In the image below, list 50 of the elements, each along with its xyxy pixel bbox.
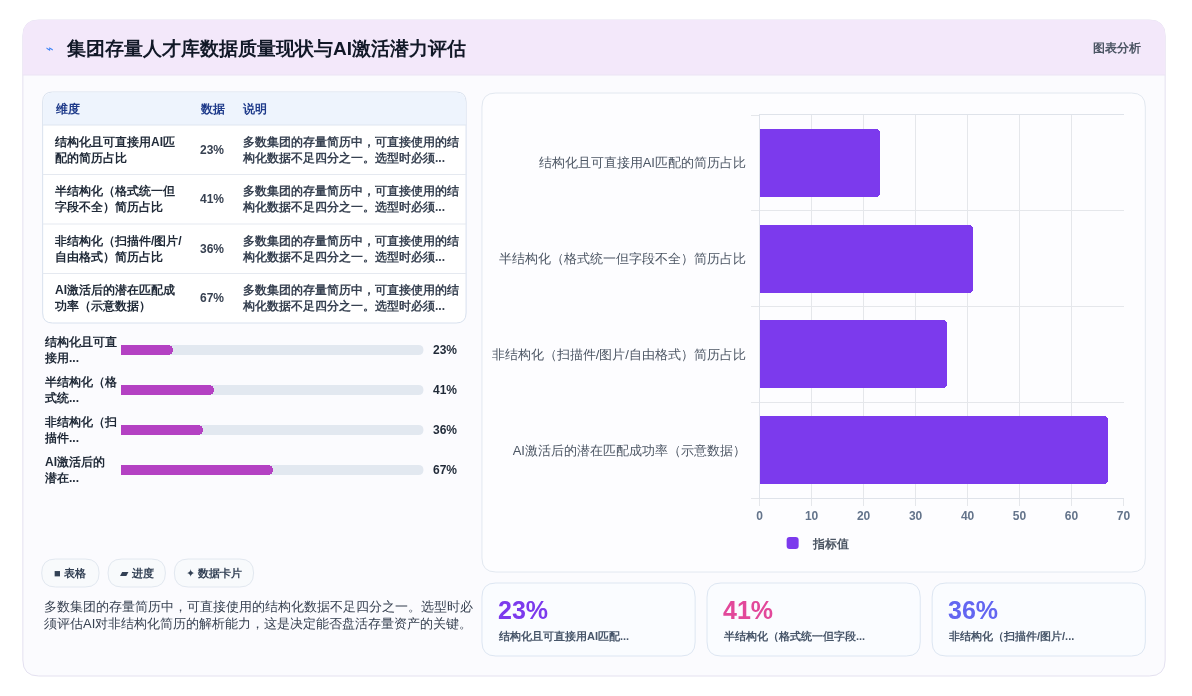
data-label: 23%	[433, 343, 458, 357]
text: 多数集团的存量简历中，可直接使用的结构化数据不足四分之一。选型时必须...	[242, 283, 459, 313]
data-label: 67%	[433, 463, 458, 477]
text: ▰ 进度	[120, 567, 154, 579]
x-tick-label: 10	[804, 509, 819, 524]
x-tick-label: 40	[960, 509, 975, 524]
x-tick-label: 20	[856, 509, 871, 524]
text: 多数集团的存量简历中，可直接使用的结构化数据不足四分之一。选型时必须...	[242, 135, 459, 165]
text: 41%	[200, 192, 225, 206]
text: 23%	[200, 143, 225, 157]
text: 数据	[200, 102, 225, 116]
y-tick-label: 结构化且可直接用AI匹配的简历占比	[538, 155, 746, 171]
category-label: 非结构化（扫描件/图片/...	[948, 630, 1075, 643]
y-tick-label: AI激活后的潜在...	[44, 455, 105, 485]
text: 集团存量人才库数据质量现状与AI激活潜力评估	[66, 38, 466, 59]
y-tick-label: 半结构化（格式统...	[44, 375, 118, 405]
bar	[121, 345, 173, 355]
bar	[759, 320, 947, 388]
text: ✦ 数据卡片	[186, 567, 243, 579]
text: 41%	[723, 596, 774, 624]
text: 36%	[200, 242, 225, 256]
y-tick-label: AI激活后的潜在匹配成功率（示意数据）	[512, 442, 746, 458]
text: 图表分析	[1093, 41, 1141, 55]
bar	[759, 129, 880, 197]
text: 36%	[948, 596, 999, 624]
category-label: 半结构化（格式统一但字段...	[723, 630, 866, 643]
y-tick-label: 非结构化（扫描件/图片/自由格式）简历占比	[491, 346, 746, 362]
x-tick-label: 50	[1012, 509, 1027, 524]
text: ⌁	[46, 41, 54, 56]
category-label: 结构化且可直接用AI匹配...	[498, 630, 630, 642]
legend-label: 指标值	[811, 536, 849, 551]
x-tick-label: 70	[1116, 509, 1131, 524]
x-tick-label: 0	[756, 509, 764, 524]
data-label: 41%	[433, 383, 458, 397]
text: 23%	[498, 596, 549, 624]
x-tick-label: 60	[1064, 509, 1079, 524]
text: ■ 表格	[54, 567, 87, 579]
text: 多数集团的存量简历中，可直接使用的结构化数据不足四分之一。选型时必须评估AI对非结构化简历的解析能力，这是决定能否盘活存量资产的关键。	[44, 599, 473, 631]
text: 多数集团的存量简历中，可直接使用的结构化数据不足四分之一。选型时必须...	[242, 184, 459, 214]
text: 67%	[200, 291, 225, 305]
data-label: 36%	[433, 423, 458, 437]
y-tick-label: 半结构化（格式统一但字段不全）简历占比	[499, 251, 746, 267]
text: 维度	[55, 102, 80, 116]
text: 多数集团的存量简历中，可直接使用的结构化数据不足四分之一。选型时必须...	[242, 234, 459, 264]
y-tick-label: 非结构化（扫描件...	[44, 415, 117, 445]
bar	[759, 225, 973, 293]
x-tick-label: 30	[908, 509, 923, 524]
y-tick-label: 结构化且可直接用...	[44, 335, 117, 365]
text: 说明	[242, 102, 267, 116]
bar	[759, 416, 1108, 484]
